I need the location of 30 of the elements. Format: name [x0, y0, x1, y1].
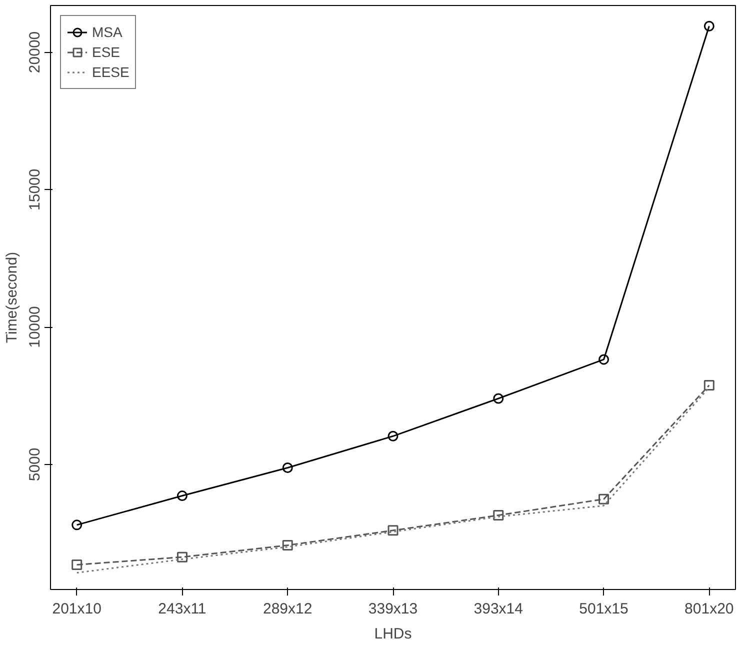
x-tick-label: 339x13	[368, 600, 418, 618]
x-tick-label: 289x12	[263, 600, 312, 618]
point	[598, 354, 610, 365]
point	[388, 430, 398, 442]
point	[72, 560, 82, 570]
point	[493, 393, 504, 404]
point	[176, 552, 188, 562]
x-tick-label: 201x10	[52, 600, 102, 618]
point	[704, 380, 714, 391]
point	[598, 494, 610, 504]
point	[282, 462, 293, 473]
legend-label: EESE	[92, 64, 130, 80]
point	[72, 520, 82, 530]
x-tick-label: 501x15	[579, 600, 628, 618]
y-tick-label: 5000	[26, 448, 44, 482]
point	[388, 525, 398, 536]
y-tick-label: 15000	[26, 168, 44, 210]
y-axis-title: Time(second)	[4, 252, 20, 344]
x-axis-title: LHDs	[374, 626, 412, 642]
point	[282, 540, 293, 551]
x-tick-label: 801x20	[684, 600, 734, 618]
point	[493, 510, 504, 521]
point	[176, 490, 188, 502]
y-tick-label: 10000	[26, 306, 44, 348]
x-tick-label: 243x11	[158, 600, 206, 618]
legend-label: MSA	[92, 24, 122, 40]
point	[704, 20, 714, 32]
x-tick-label: 393x14	[474, 600, 523, 618]
y-tick-label: 20000	[26, 31, 44, 74]
legend-label: ESE	[92, 44, 120, 60]
